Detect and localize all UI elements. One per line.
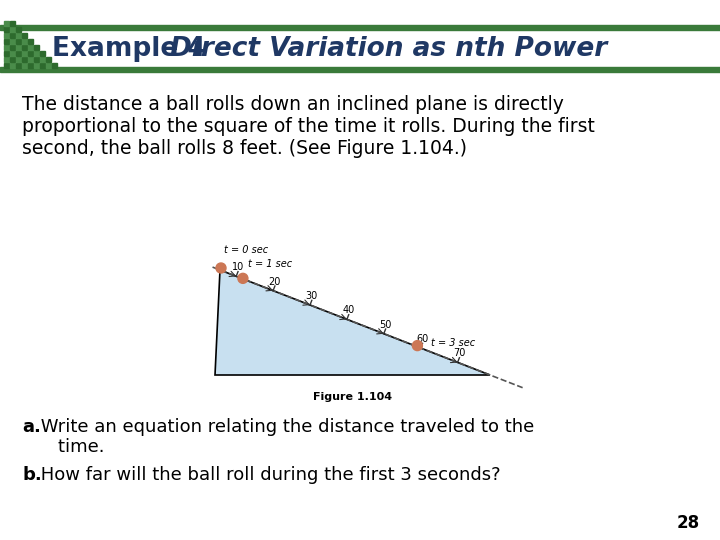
Text: t = 0 sec: t = 0 sec [224, 245, 268, 255]
Bar [0, 67, 720, 72]
Bar [22, 51, 27, 56]
Text: a.: a. [22, 418, 41, 436]
Text: time.: time. [35, 438, 104, 456]
Text: Direct Variation as nth Power: Direct Variation as nth Power [170, 36, 607, 62]
Bar [4, 39, 9, 44]
Bar [16, 39, 21, 44]
Bar [28, 57, 33, 62]
Text: 40: 40 [342, 305, 354, 315]
Text: t = 1 sec: t = 1 sec [248, 259, 292, 269]
Bar [4, 27, 9, 32]
Bar [10, 57, 15, 62]
Bar [22, 39, 27, 44]
Bar [10, 27, 15, 32]
Bar [16, 57, 21, 62]
Bar [4, 63, 9, 68]
Bar [4, 33, 9, 38]
Circle shape [413, 341, 423, 350]
Text: 20: 20 [269, 276, 281, 287]
Bar [28, 51, 33, 56]
Bar [10, 33, 15, 38]
Bar [34, 63, 39, 68]
Text: t = 3 sec: t = 3 sec [431, 338, 475, 348]
Bar [40, 51, 45, 56]
Bar [10, 21, 15, 26]
Text: Example 4 –: Example 4 – [52, 36, 237, 62]
Bar [34, 51, 39, 56]
Bar [52, 63, 57, 68]
Bar [16, 33, 21, 38]
Bar [16, 27, 21, 32]
Bar [34, 57, 39, 62]
Circle shape [216, 263, 226, 273]
Bar [10, 63, 15, 68]
Text: Write an equation relating the distance traveled to the: Write an equation relating the distance … [35, 418, 534, 436]
Bar [0, 25, 720, 30]
Text: 50: 50 [379, 320, 392, 329]
Bar [0, 30, 720, 67]
Bar [4, 21, 9, 26]
Text: The distance a ball rolls down an inclined plane is directly: The distance a ball rolls down an inclin… [22, 95, 564, 114]
Bar [28, 45, 33, 50]
Text: 10: 10 [231, 262, 244, 272]
Text: Figure 1.104: Figure 1.104 [313, 392, 392, 402]
Bar [22, 57, 27, 62]
Bar [46, 63, 51, 68]
Text: proportional to the square of the time it rolls. During the first: proportional to the square of the time i… [22, 117, 595, 136]
Text: 60: 60 [416, 334, 428, 344]
Bar [4, 57, 9, 62]
Bar [10, 51, 15, 56]
Text: second, the ball rolls 8 feet. (See Figure 1.104.): second, the ball rolls 8 feet. (See Figu… [22, 139, 467, 158]
Bar [16, 51, 21, 56]
Bar [16, 63, 21, 68]
Polygon shape [215, 270, 490, 375]
Bar [22, 45, 27, 50]
Bar [34, 45, 39, 50]
Bar [10, 39, 15, 44]
Bar [46, 57, 51, 62]
Bar [40, 57, 45, 62]
Text: b.: b. [22, 466, 42, 484]
Bar [28, 63, 33, 68]
Text: 28: 28 [677, 514, 700, 532]
Bar [22, 33, 27, 38]
Text: 30: 30 [305, 291, 318, 301]
Text: How far will the ball roll during the first 3 seconds?: How far will the ball roll during the fi… [35, 466, 500, 484]
Bar [40, 63, 45, 68]
Bar [16, 45, 21, 50]
Bar [4, 51, 9, 56]
Bar [22, 63, 27, 68]
Bar [10, 45, 15, 50]
Circle shape [238, 273, 248, 284]
Bar [4, 45, 9, 50]
Text: 70: 70 [453, 348, 465, 358]
Bar [28, 39, 33, 44]
